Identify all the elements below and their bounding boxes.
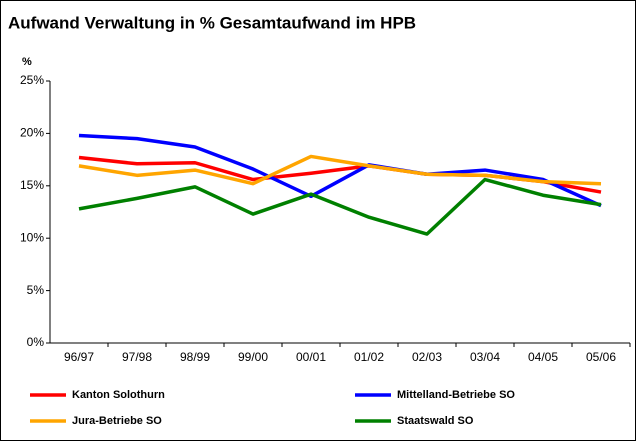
series-line: [78, 154, 602, 186]
y-axis-label: %: [22, 56, 32, 68]
x-tick-label: 03/04: [470, 350, 500, 364]
series-line: [78, 177, 602, 236]
x-tick-label: 96/97: [64, 350, 94, 364]
y-tick-label: 15%: [20, 178, 44, 192]
x-tick-label: 97/98: [122, 350, 152, 364]
legend-label: Mittelland-Betriebe SO: [397, 389, 515, 401]
x-tick-label: 99/00: [238, 350, 268, 364]
chart-title: Aufwand Verwaltung in % Gesamtaufwand im…: [8, 13, 416, 32]
x-tick-label: 02/03: [412, 350, 442, 364]
legend-label: Staatswald SO: [397, 415, 474, 427]
y-tick-label: 0%: [27, 335, 45, 349]
series-line: [78, 133, 602, 208]
y-tick-label: 10%: [20, 230, 44, 244]
y-tick-label: 20%: [20, 126, 44, 140]
legend-label: Kanton Solothurn: [72, 389, 165, 401]
x-tick-label: 01/02: [354, 350, 384, 364]
x-tick-label: 00/01: [296, 350, 326, 364]
x-tick-label: 04/05: [528, 350, 558, 364]
y-tick-label: 25%: [20, 73, 44, 87]
x-tick-label: 05/06: [586, 350, 616, 364]
x-tick-label: 98/99: [180, 350, 210, 364]
y-tick-label: 5%: [27, 283, 45, 297]
legend-label: Jura-Betriebe SO: [72, 415, 162, 427]
